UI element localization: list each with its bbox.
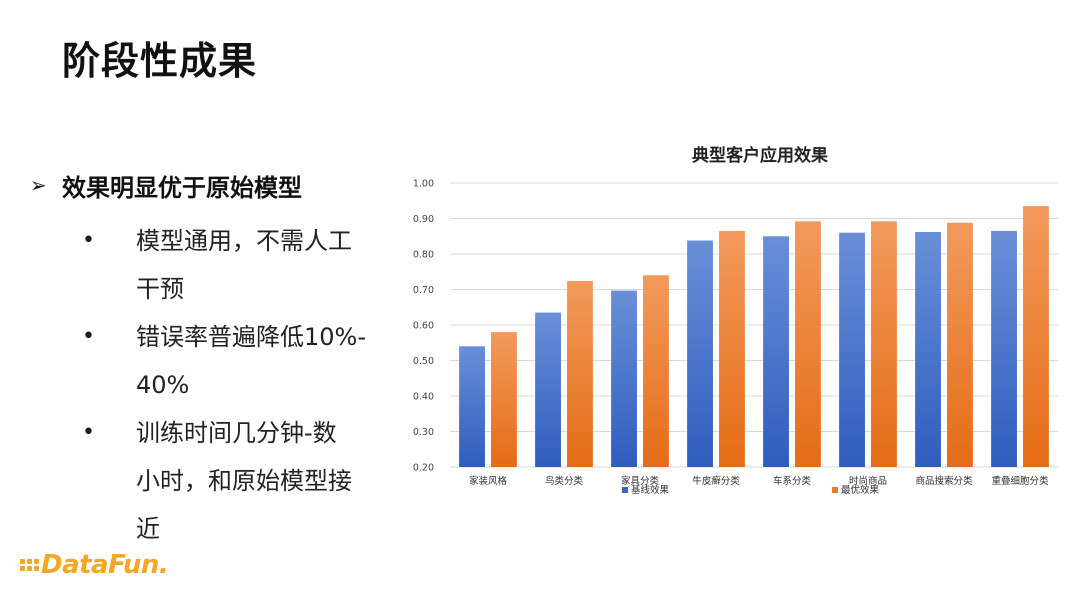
bar-baseline (839, 232, 865, 467)
bar-best (567, 280, 593, 467)
bar-baseline (459, 346, 485, 467)
logo-dots-icon (20, 559, 39, 571)
logo-text: DataFun. (41, 550, 169, 580)
y-tick-label: 0.30 (413, 427, 434, 438)
bullet-dot-icon: • (82, 324, 95, 349)
x-tick-label: 车系分类 (773, 475, 812, 487)
y-tick-label: 0.70 (413, 285, 434, 296)
y-tick-label: 0.80 (413, 250, 434, 261)
main-bullet: ➢ 效果明显优于原始模型 (30, 165, 400, 205)
x-tick-label: 重叠细胞分类 (991, 475, 1049, 487)
bar-best (871, 221, 897, 467)
sub-bullet-text: 模型通用，不需人工 干预 (136, 227, 352, 303)
bar-chart: 典型客户应用效果 0.20 0.30 0.40 0.50 0.60 0.70 0.80 0.9… (413, 145, 1058, 496)
bar-baseline (687, 240, 713, 467)
bar-baseline (535, 312, 561, 467)
x-tick-label: 家具分类 (621, 475, 660, 487)
y-tick-label: 1.00 (413, 179, 434, 190)
legend-label: 基线效果 (631, 484, 670, 496)
x-tick-label: 鸟类分类 (545, 475, 584, 487)
sub-bullet-text: 错误率普遍降低10%- 40% (136, 323, 367, 399)
y-tick-label: 0.40 (413, 392, 434, 403)
slide-title: 阶段性成果 (62, 39, 258, 83)
legend-label: 最优效果 (841, 484, 880, 496)
y-tick-label: 0.20 (413, 463, 434, 474)
x-tick-label: 时尚商品 (849, 475, 887, 487)
bar-best (643, 275, 669, 467)
y-tick-label: 0.60 (413, 321, 434, 332)
sub-bullet: • 错误率普遍降低10%- 40% (30, 313, 400, 409)
x-tick-label: 商品搜索分类 (915, 475, 973, 487)
x-tick-label: 牛皮癣分类 (692, 475, 740, 487)
chart-title: 典型客户应用效果 (692, 145, 828, 166)
main-bullet-text: 效果明显优于原始模型 (62, 173, 302, 202)
bar-baseline (991, 230, 1017, 467)
bar-baseline (763, 236, 789, 467)
bar-best (719, 230, 745, 467)
sub-bullet-text: 训练时间几分钟-数 小时，和原始模型接 近 (136, 419, 352, 543)
bullet-dot-icon: • (82, 228, 95, 253)
y-tick-label: 0.50 (413, 356, 434, 367)
bar-best (491, 332, 517, 467)
bullet-list: ➢ 效果明显优于原始模型 • 模型通用，不需人工 干预 • 错误率普遍降低10%… (30, 165, 400, 553)
bullet-dot-icon: • (82, 420, 95, 445)
bar-best (947, 222, 973, 467)
bar-best (795, 221, 821, 467)
legend-swatch (832, 487, 838, 493)
bar-baseline (915, 231, 941, 467)
bar-best (1023, 206, 1049, 467)
sub-bullet: • 训练时间几分钟-数 小时，和原始模型接 近 (30, 409, 400, 553)
datafun-logo: DataFun. (20, 550, 169, 580)
y-tick-label: 0.90 (413, 214, 434, 225)
x-tick-label: 家装风格 (469, 475, 508, 487)
legend-swatch (622, 487, 628, 493)
bar-baseline (611, 290, 637, 467)
sub-bullet: • 模型通用，不需人工 干预 (30, 217, 400, 313)
sub-bullet-list: • 模型通用，不需人工 干预 • 错误率普遍降低10%- 40% • 训练时间几… (30, 217, 400, 553)
arrow-bullet-icon: ➢ (30, 173, 47, 197)
